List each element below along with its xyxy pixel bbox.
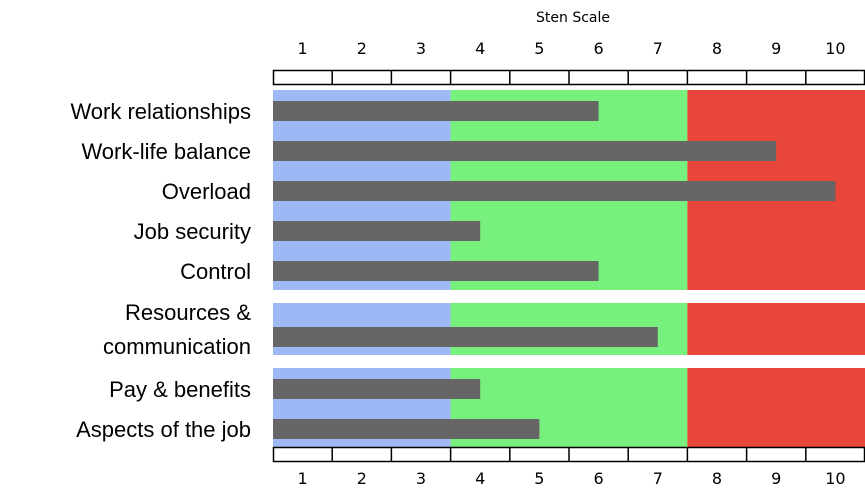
bottom-tick-label-3: 3 xyxy=(416,469,426,488)
bottom-tick-label-6: 6 xyxy=(594,469,604,488)
top-tick-label-6: 6 xyxy=(594,39,604,58)
category-label-line: communication xyxy=(103,334,251,359)
bottom-tick-label-7: 7 xyxy=(653,469,663,488)
bar-control xyxy=(273,261,599,281)
top-tick-label-4: 4 xyxy=(475,39,485,58)
axis-title: Sten Scale xyxy=(536,10,610,26)
top-scale-axis: 1 2 3 4 5 6 7 8 9 10 xyxy=(272,39,865,86)
bottom-tick-label-4: 4 xyxy=(475,469,485,488)
top-tick-label-8: 8 xyxy=(712,39,722,58)
category-label: Aspects of the job xyxy=(76,417,251,442)
bottom-tick-label-1: 1 xyxy=(298,469,308,488)
top-tick-label-10: 10 xyxy=(825,39,845,58)
top-tick-label-3: 3 xyxy=(416,39,426,58)
top-tick-label-1: 1 xyxy=(298,39,308,58)
bottom-tick-label-5: 5 xyxy=(534,469,544,488)
category-label: Control xyxy=(180,259,251,284)
top-tick-label-5: 5 xyxy=(534,39,544,58)
band-2-2 xyxy=(687,368,865,448)
bar-work-relationships xyxy=(273,101,599,121)
top-tick-label-7: 7 xyxy=(653,39,663,58)
category-label: Overload xyxy=(162,179,251,204)
bar-pay-benefits xyxy=(273,379,481,399)
category-label: Pay & benefits xyxy=(109,377,251,402)
band-1-2 xyxy=(687,303,865,355)
bar-overload xyxy=(273,181,836,201)
category-label-line: Resources & xyxy=(125,300,251,325)
score-bars xyxy=(273,101,836,439)
bar-resources-communication xyxy=(273,327,658,347)
bottom-tick-label-10: 10 xyxy=(825,469,845,488)
bottom-scale-axis: 1 2 3 4 5 6 7 8 9 10 xyxy=(272,446,865,488)
bottom-tick-label-9: 9 xyxy=(771,469,781,488)
bar-aspects-of-the-job xyxy=(273,419,540,439)
bar-work-life-balance xyxy=(273,141,777,161)
category-label: Work relationships xyxy=(70,99,251,124)
category-label: Work-life balance xyxy=(81,139,251,164)
category-label: Job security xyxy=(134,219,251,244)
bar-job-security xyxy=(273,221,481,241)
top-tick-label-2: 2 xyxy=(357,39,367,58)
top-tick-label-9: 9 xyxy=(771,39,781,58)
bottom-tick-label-2: 2 xyxy=(357,469,367,488)
bottom-tick-label-8: 8 xyxy=(712,469,722,488)
category-labels: Work relationships Work-life balance Overl… xyxy=(70,99,251,442)
